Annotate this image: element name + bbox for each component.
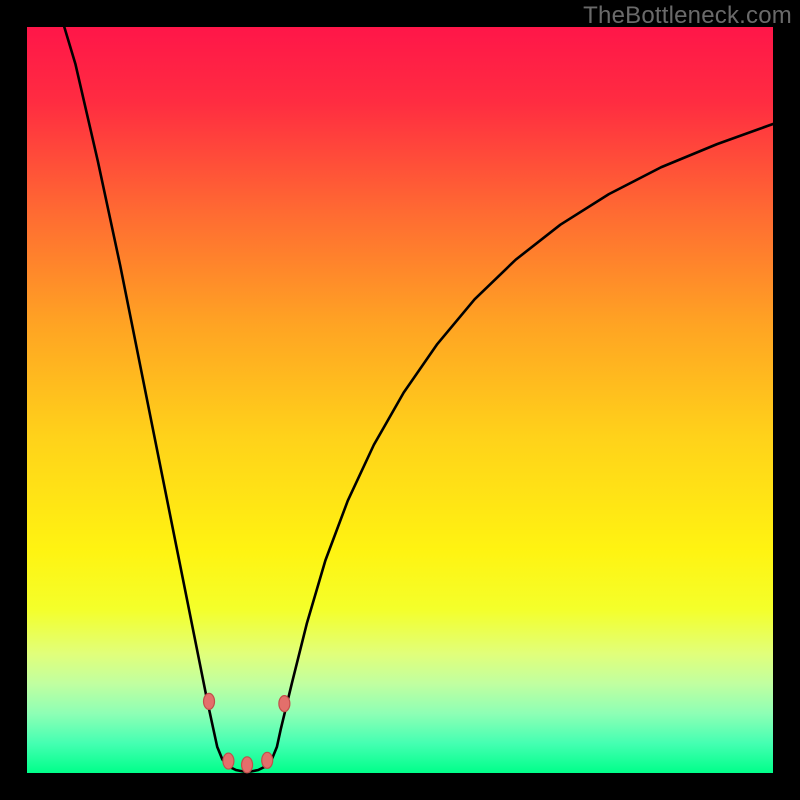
curve-marker	[279, 696, 290, 712]
chart-stage: TheBottleneck.com	[0, 0, 800, 800]
curve-marker	[223, 753, 234, 769]
curve-marker	[262, 752, 273, 768]
curve-marker	[242, 757, 253, 773]
bottleneck-curve-chart	[0, 0, 800, 800]
watermark-text: TheBottleneck.com	[583, 2, 792, 30]
curve-marker	[204, 693, 215, 709]
